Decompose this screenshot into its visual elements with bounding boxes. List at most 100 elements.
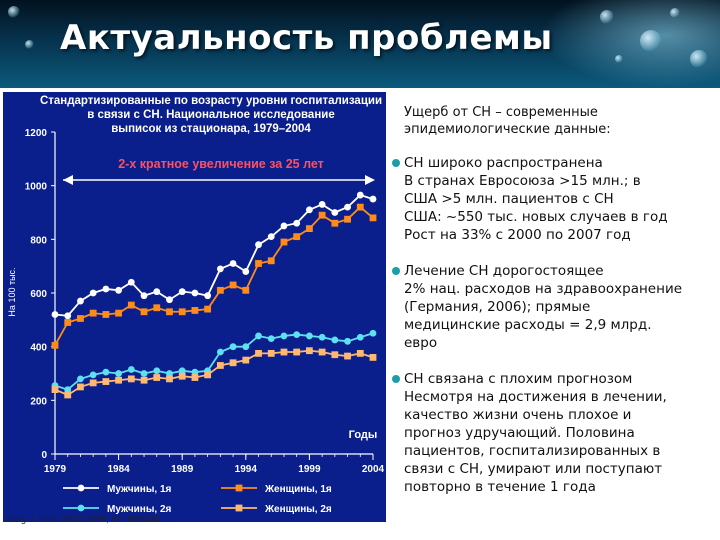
- series-point: [267, 257, 275, 265]
- series-point: [318, 333, 326, 341]
- series-point: [344, 352, 351, 360]
- chart-title-line: выписок из стационара, 1979–2004: [111, 123, 311, 135]
- chart-title-line: в связи с СН. Национальное исследование: [87, 109, 334, 121]
- intro-line: Ущерб от СН – современные: [404, 105, 598, 120]
- series-point: [280, 222, 288, 230]
- bullet-line: пациентов, госпитализированных в: [404, 443, 661, 459]
- series-point: [293, 348, 301, 356]
- series-point: [242, 356, 250, 364]
- series-point: [77, 383, 84, 391]
- series-point: [255, 241, 262, 249]
- series-point: [166, 370, 173, 377]
- series-point: [229, 359, 237, 367]
- y-tick-label: 600: [30, 289, 47, 300]
- series-point: [153, 304, 161, 312]
- y-tick-label: 200: [30, 396, 47, 407]
- series-point: [216, 286, 224, 294]
- y-tick-label: 1200: [25, 128, 48, 139]
- series-point: [153, 367, 161, 375]
- series-point: [356, 191, 364, 199]
- bubble-decoration: [25, 40, 34, 49]
- series-point: [204, 305, 212, 313]
- legend-marker: [235, 504, 243, 512]
- series-point: [344, 337, 351, 345]
- bullet-dot-icon: [392, 159, 400, 167]
- series-point: [89, 289, 97, 297]
- series-point: [51, 311, 59, 318]
- series-point: [331, 336, 339, 344]
- series-point: [306, 225, 313, 232]
- series-point: [115, 286, 122, 294]
- annotation-arrow-head-right: [365, 175, 375, 185]
- series-point: [178, 308, 186, 316]
- series-point: [115, 309, 122, 317]
- x-tick-label: 1984: [107, 464, 130, 475]
- series-point: [318, 348, 326, 356]
- y-tick-label: 0: [41, 450, 47, 461]
- series-point: [331, 351, 339, 359]
- series-point: [293, 233, 301, 241]
- series-point: [166, 296, 173, 304]
- series-point: [293, 331, 301, 338]
- series-point: [331, 219, 339, 227]
- series-point: [369, 214, 377, 222]
- bullet-line: Несмотря на достижения в лечении,: [404, 389, 667, 405]
- bullet-line: повторно в течение 1 года: [404, 479, 596, 495]
- bubble-decoration: [640, 30, 662, 52]
- series-point: [77, 297, 84, 305]
- bullet-line: связи с СН, умирают или поступают: [404, 461, 663, 477]
- series-point: [191, 307, 199, 314]
- page-title: Актуальность проблемы: [60, 18, 553, 58]
- series-point: [255, 260, 262, 267]
- series-point: [356, 349, 364, 357]
- series-point: [280, 332, 288, 340]
- series-point: [89, 379, 97, 387]
- series-point: [166, 308, 173, 316]
- series-point: [242, 343, 250, 351]
- series-point: [369, 195, 377, 203]
- series-point: [153, 374, 161, 381]
- series-point: [102, 285, 110, 293]
- series-point: [331, 209, 339, 216]
- series-point: [89, 309, 97, 317]
- intro-line: эпидемиологические данные:: [404, 122, 611, 137]
- series-point: [280, 348, 288, 356]
- series-point: [64, 319, 72, 326]
- chart-panel: Стандартизированные по возрасту уровни г…: [3, 92, 386, 529]
- series-point: [64, 312, 72, 320]
- bullet-line: США: ~550 тыс. новых случаев в год: [404, 209, 668, 225]
- x-axis-label: Годы: [349, 429, 378, 441]
- series-point: [51, 341, 59, 349]
- series-point: [64, 391, 72, 399]
- legend-label: Женщины, 1я: [264, 484, 332, 495]
- series-point: [356, 333, 364, 341]
- bullet-line: евро: [404, 335, 438, 351]
- series-point: [140, 370, 148, 377]
- series-point: [216, 348, 224, 356]
- series-point: [306, 347, 313, 355]
- series-point: [140, 308, 148, 316]
- series-point: [369, 354, 377, 361]
- series-point: [51, 386, 59, 393]
- series-point: [267, 335, 275, 343]
- series-point: [229, 281, 237, 289]
- series-point: [102, 311, 110, 318]
- series-point: [344, 215, 351, 223]
- chart-background: [3, 92, 386, 522]
- series-point: [115, 376, 122, 384]
- annotation-arrow-head-left: [63, 175, 73, 185]
- series-point: [216, 265, 224, 273]
- series-point: [89, 371, 97, 379]
- bubble-decoration: [670, 8, 680, 18]
- legend-label: Мужчины, 2я: [107, 504, 172, 515]
- bullet-prognosis: СН связана с плохим прогнозом Несмотря н…: [392, 370, 718, 496]
- series-point: [77, 375, 84, 383]
- series-point: [127, 366, 135, 373]
- series-point: [115, 370, 122, 377]
- bullet-dot-icon: [392, 267, 400, 275]
- series-point: [178, 288, 186, 296]
- bullet-line: 2% нац. расходов на здравоохранение: [404, 281, 683, 297]
- legend-marker: [77, 484, 85, 492]
- series-point: [280, 238, 288, 246]
- series-point: [204, 371, 212, 379]
